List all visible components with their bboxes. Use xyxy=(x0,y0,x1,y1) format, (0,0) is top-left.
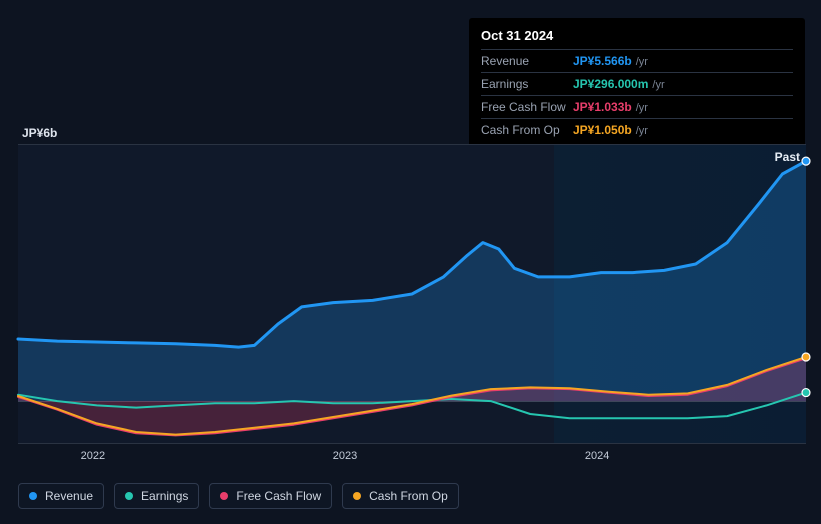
tooltip-row-label: Free Cash Flow xyxy=(481,100,573,114)
tooltip-row: EarningsJP¥296.000m/yr xyxy=(481,73,793,96)
tooltip-row-unit: /yr xyxy=(636,56,648,68)
tooltip-row-label: Cash From Op xyxy=(481,123,573,137)
tooltip-row-label: Revenue xyxy=(481,54,573,68)
legend: Revenue Earnings Free Cash Flow Cash From O… xyxy=(18,483,459,509)
series-endpoint xyxy=(802,353,810,361)
tooltip-row-value: JP¥1.033b xyxy=(573,100,632,114)
legend-label: Cash From Op xyxy=(369,489,448,503)
legend-item[interactable]: Cash From Op xyxy=(342,483,459,509)
series-endpoint xyxy=(802,389,810,397)
legend-dot-icon xyxy=(220,492,228,500)
legend-dot-icon xyxy=(353,492,361,500)
tooltip-row-value: JP¥5.566b xyxy=(573,54,632,68)
legend-item[interactable]: Free Cash Flow xyxy=(209,483,332,509)
x-axis-label: 2024 xyxy=(585,450,609,462)
legend-label: Revenue xyxy=(45,489,93,503)
chart-area: Past xyxy=(18,144,806,444)
legend-dot-icon xyxy=(29,492,37,500)
x-axis-label: 2023 xyxy=(333,450,357,462)
legend-label: Free Cash Flow xyxy=(236,489,321,503)
x-axis-label: 2022 xyxy=(81,450,105,462)
tooltip-row-label: Earnings xyxy=(481,77,573,91)
tooltip-date: Oct 31 2024 xyxy=(481,26,793,50)
y-axis-label: JP¥6b xyxy=(22,126,57,140)
tooltip-row-unit: /yr xyxy=(652,79,664,91)
legend-label: Earnings xyxy=(141,489,188,503)
tooltip-row: Free Cash FlowJP¥1.033b/yr xyxy=(481,96,793,119)
tooltip-row-value: JP¥1.050b xyxy=(573,123,632,137)
series-endpoint xyxy=(802,157,810,165)
tooltip-row: RevenueJP¥5.566b/yr xyxy=(481,50,793,73)
series-fill xyxy=(18,161,806,401)
tooltip-row-value: JP¥296.000m xyxy=(573,77,648,91)
tooltip-row-unit: /yr xyxy=(636,125,648,137)
tooltip-row: Cash From OpJP¥1.050b/yr xyxy=(481,119,793,141)
legend-item[interactable]: Revenue xyxy=(18,483,104,509)
legend-item[interactable]: Earnings xyxy=(114,483,199,509)
tooltip-panel: Oct 31 2024 RevenueJP¥5.566b/yrEarningsJ… xyxy=(469,18,805,149)
legend-dot-icon xyxy=(125,492,133,500)
plot-svg xyxy=(18,144,806,444)
tooltip-row-unit: /yr xyxy=(636,102,648,114)
